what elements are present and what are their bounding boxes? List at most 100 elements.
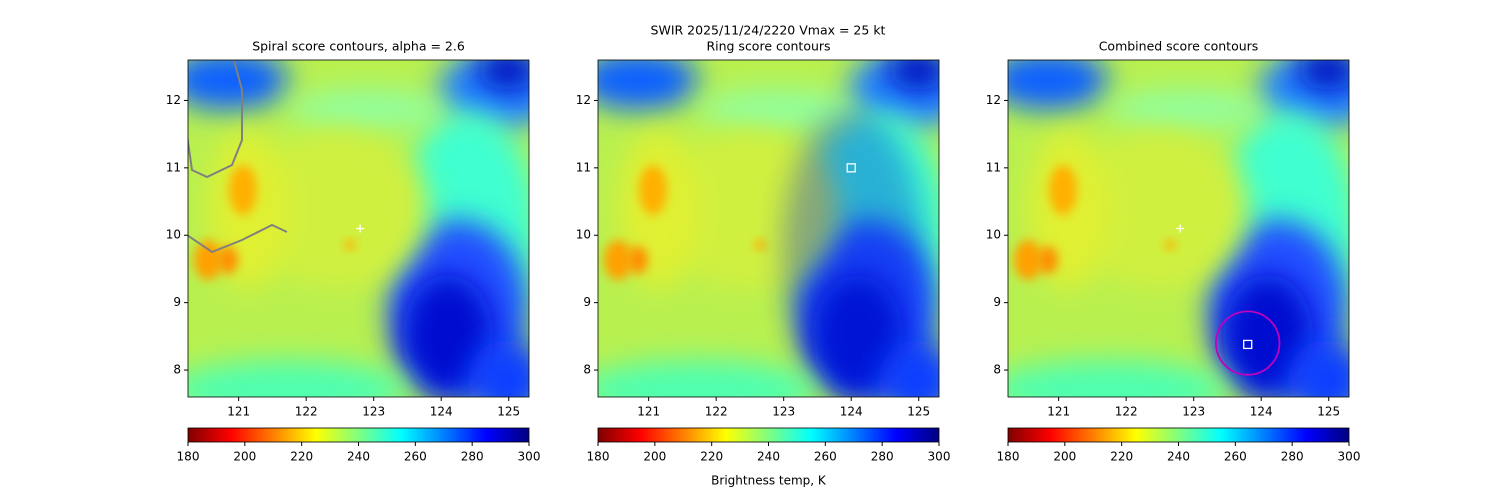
cloud-region: [468, 340, 529, 397]
panel-title: Ring score contours: [706, 39, 830, 54]
panel-title: Combined score contours: [1099, 39, 1259, 54]
center-marker: [356, 224, 365, 233]
heatmap-image: [598, 60, 939, 397]
cloud-region: [598, 360, 818, 397]
x-tick-label: 123: [772, 405, 795, 419]
colorbar-tick-label: 220: [700, 450, 723, 464]
x-tick-label: 124: [1250, 405, 1273, 419]
colorbar-tick-label: 180: [997, 450, 1020, 464]
y-tick-label: 12: [986, 93, 1001, 107]
colorbar-tick-label: 220: [1110, 450, 1133, 464]
cloud-region: [1288, 340, 1349, 397]
y-tick-label: 9: [583, 295, 591, 309]
panel-title: Spiral score contours, alpha = 2.6: [252, 39, 465, 54]
cloud-region: [229, 165, 257, 215]
y-tick-label: 8: [583, 363, 591, 377]
contour: [188, 60, 243, 179]
x-tick-label: 122: [1115, 405, 1138, 419]
axes-frame: [187, 59, 530, 398]
y-tick-label: 10: [576, 228, 591, 242]
y-tick-label: 9: [993, 295, 1001, 309]
colorbar-tick-label: 260: [814, 450, 837, 464]
y-tick-label: 11: [576, 160, 591, 174]
colorbar-tick-label: 260: [1224, 450, 1247, 464]
cloud-region: [1068, 130, 1248, 290]
colorbar-tick-label: 300: [928, 450, 951, 464]
colorbar-tick-label: 280: [461, 450, 484, 464]
cloud-region: [1223, 275, 1313, 395]
cloud-region: [403, 275, 493, 395]
cloud-region: [248, 130, 428, 290]
colorbar-tick-label: 300: [1338, 450, 1361, 464]
heatmap-image: [188, 60, 529, 397]
colorbar-tick-label: 180: [587, 450, 610, 464]
cloud-region: [628, 246, 648, 274]
y-tick-label: 10: [986, 228, 1001, 242]
cloud-region: [194, 240, 222, 280]
cloud-region: [754, 240, 766, 250]
cloud-region: [288, 90, 448, 130]
cloud-region: [1049, 165, 1077, 215]
x-tick-label: 121: [227, 405, 250, 419]
center-marker: [1176, 224, 1185, 233]
colorbar: [1007, 427, 1350, 443]
x-tick-label: 124: [840, 405, 863, 419]
x-tick-label: 125: [497, 405, 520, 419]
cloud-region: [604, 240, 632, 280]
y-tick-label: 12: [576, 93, 591, 107]
x-tick-label: 122: [295, 405, 318, 419]
y-tick-label: 11: [166, 160, 181, 174]
axes-frame: [1007, 59, 1350, 398]
colorbar-tick-label: 240: [347, 450, 370, 464]
cloud-region: [478, 60, 529, 90]
cloud-region: [888, 60, 939, 90]
contour: [188, 223, 288, 254]
y-tick-label: 8: [993, 363, 1001, 377]
colorbar-tick-label: 300: [518, 450, 541, 464]
x-tick-label: 125: [907, 405, 930, 419]
colorbar-tick-label: 180: [177, 450, 200, 464]
colorbar-tick-label: 280: [871, 450, 894, 464]
figure-title: SWIR 2025/11/24/2220 Vmax = 25 kt: [651, 23, 886, 38]
cloud-region: [1038, 246, 1058, 274]
circle-marker: [1215, 310, 1281, 376]
colorbar-tick-label: 280: [1281, 450, 1304, 464]
cloud-region: [1008, 60, 1108, 110]
colorbar-tick-label: 240: [1167, 450, 1190, 464]
colorbar-tick-label: 220: [290, 450, 313, 464]
axes-frame: [597, 59, 940, 398]
cloud-region: [344, 240, 356, 250]
colorbar-tick-label: 200: [233, 450, 256, 464]
cloud-region: [639, 165, 667, 215]
y-tick-label: 11: [986, 160, 1001, 174]
cloud-region: [598, 60, 698, 110]
colorbar-tick-label: 240: [757, 450, 780, 464]
colorbar-tick-label: 200: [643, 450, 666, 464]
colorbar: [597, 427, 940, 443]
y-tick-label: 9: [173, 295, 181, 309]
x-tick-label: 125: [1317, 405, 1340, 419]
x-tick-label: 121: [1047, 405, 1070, 419]
cloud-region: [698, 90, 858, 130]
x-tick-label: 123: [362, 405, 385, 419]
x-tick-label: 122: [705, 405, 728, 419]
cloud-region: [218, 246, 238, 274]
cloud-region: [1008, 360, 1228, 397]
cloud-region: [188, 360, 408, 397]
heatmap-image: [1008, 60, 1349, 397]
square-marker: [1243, 339, 1253, 350]
colorbar-label: Brightness temp, K: [711, 474, 827, 488]
y-tick-label: 12: [166, 93, 181, 107]
cloud-region: [1298, 60, 1349, 90]
x-tick-label: 121: [637, 405, 660, 419]
colorbar: [187, 427, 530, 443]
colorbar-tick-label: 260: [404, 450, 427, 464]
x-tick-label: 123: [1182, 405, 1205, 419]
cloud-region: [1108, 90, 1268, 130]
square-marker: [846, 163, 856, 173]
cloud-region: [1014, 240, 1042, 280]
cloud-region: [1164, 240, 1176, 250]
y-tick-label: 8: [173, 363, 181, 377]
x-tick-label: 124: [430, 405, 453, 419]
